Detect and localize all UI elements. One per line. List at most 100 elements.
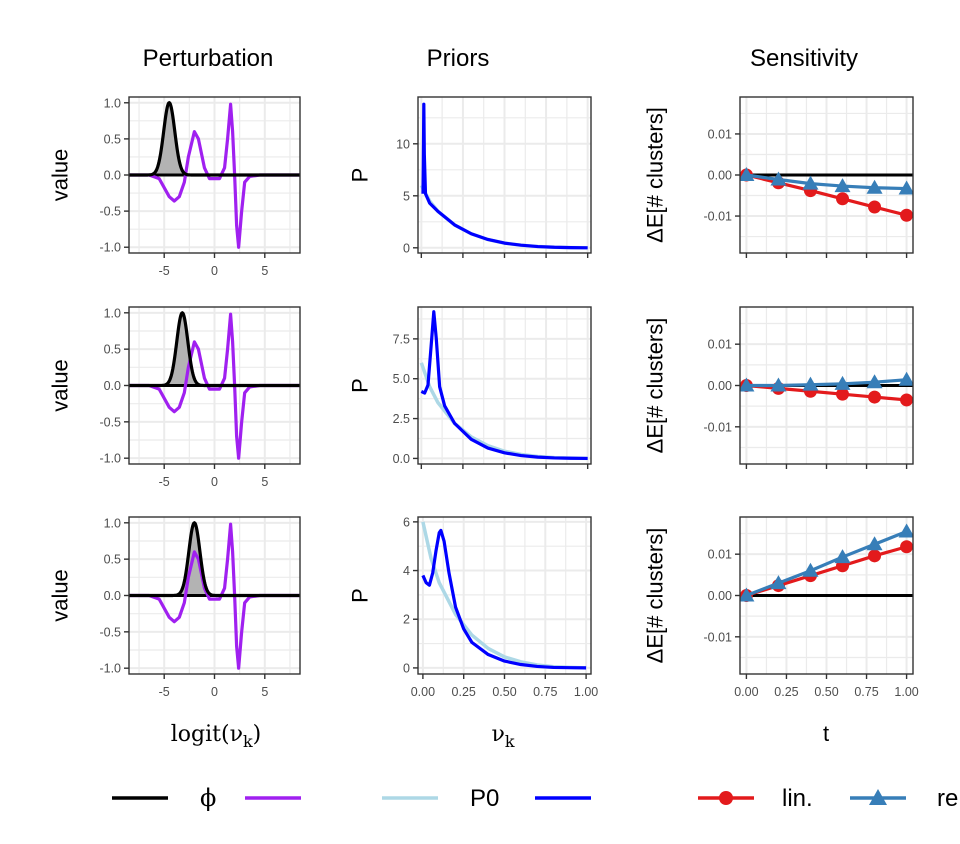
priors-panel-row-2: 0.0 2.5 5.0 7.5 P [348, 306, 592, 469]
y-tick-label: 0.00 [708, 169, 732, 183]
x-tick-label: -5 [159, 685, 170, 699]
y-tick-label: 0.0 [104, 589, 121, 603]
y-tick-label: 2 [403, 613, 410, 627]
series-line-refit [746, 378, 907, 388]
legend-marker-lin [719, 791, 733, 805]
plot-area [419, 102, 588, 250]
sensitivity-y-axis-title: ΔE[# clusters] [643, 528, 668, 664]
perturbed-prior-line [420, 310, 588, 461]
y-tick-label: 0.00 [708, 589, 732, 603]
y-tick-label: 0.01 [708, 548, 732, 562]
y-tick-label: 0.0 [393, 452, 410, 466]
x-tick-label: 1.00 [574, 685, 598, 699]
x-tick-label: -5 [159, 475, 170, 489]
point-refit [866, 179, 883, 194]
perturbation-panel-row-1: -1.0 -0.5 0.0 0.5 1.0 -5 0 5 value [48, 96, 301, 278]
y-tick-label: 1.0 [104, 516, 121, 530]
y-tick-label: -0.5 [99, 415, 121, 429]
priors-x-axis-title: νk [491, 722, 514, 751]
sensitivity-y-axis-title: ΔE[# clusters] [643, 318, 668, 454]
point-refit [770, 575, 787, 590]
perturbation-y-axis-title: value [48, 149, 73, 202]
y-tick-label: 1.0 [104, 96, 121, 110]
column-title-perturbation: Perturbation [143, 45, 274, 72]
series-line-refit [746, 173, 907, 191]
x-tick-label: 0 [211, 264, 218, 278]
point-refit [770, 171, 787, 186]
perturbation-panel-row-2: -1.0 -0.5 0.0 0.5 1.0 -5 0 5 value [48, 306, 301, 489]
column-title-sensitivity: Sensitivity [750, 45, 858, 72]
x-tick-label: 0.50 [492, 685, 516, 699]
x-tick-label: 0.25 [774, 685, 798, 699]
y-tick-label: 0.5 [104, 553, 121, 567]
y-tick-label: -0.01 [704, 210, 733, 224]
point-refit [802, 562, 819, 577]
point-lin [868, 390, 882, 404]
x-tick-label: 0.75 [533, 685, 557, 699]
x-tick-label: 1.00 [894, 685, 918, 699]
legend-label-phi: ϕ [200, 784, 216, 812]
perturbation-panel-row-3: -1.0 -0.5 0.0 0.5 1.0 -5 0 5 value [48, 516, 301, 699]
point-refit [802, 376, 819, 391]
plot-area [129, 100, 300, 249]
point-refit [898, 371, 913, 386]
priors-y-axis-title: P [348, 168, 373, 183]
perturbation-function-line [129, 522, 300, 670]
y-tick-label: -1.0 [99, 662, 121, 676]
priors-panel-row-1: 0 5 10 P [348, 96, 592, 258]
point-lin [900, 208, 913, 222]
x-tick-label: 0 [211, 475, 218, 489]
y-tick-label: -0.01 [704, 630, 733, 644]
plot-area [740, 371, 913, 407]
point-lin [900, 540, 913, 554]
plot-area [740, 167, 913, 222]
x-tick-label: 5 [261, 685, 268, 699]
point-refit [898, 180, 913, 195]
point-refit [834, 178, 851, 193]
perturbation-y-axis-title: value [48, 359, 73, 412]
plot-area [740, 523, 913, 602]
priors-panel-row-3: 0 2 4 6 0.00 0.25 0.50 0.75 1.00 P [348, 515, 599, 699]
point-refit [802, 175, 819, 190]
point-refit [834, 549, 851, 564]
legend-marker-refit [869, 789, 887, 805]
y-tick-label: 10 [396, 137, 410, 151]
y-tick-label: 1.0 [104, 306, 121, 320]
y-tick-label: -0.5 [99, 205, 121, 219]
x-tick-label: 0.50 [814, 685, 838, 699]
point-lin [868, 549, 882, 563]
plot-area [421, 521, 587, 670]
x-tick-label: 0 [211, 685, 218, 699]
point-refit [770, 377, 787, 392]
point-refit [740, 377, 755, 392]
y-tick-label: 0.5 [104, 132, 121, 146]
sensitivity-x-axis-title: t [823, 721, 829, 746]
sensitivity-y-axis-title: ΔE[# clusters] [643, 107, 668, 243]
point-lin [836, 387, 850, 401]
y-tick-label: 2.5 [393, 412, 410, 426]
perturbation-y-axis-title: value [48, 569, 73, 622]
y-tick-label: 4 [403, 564, 410, 578]
y-tick-label: 0.0 [104, 379, 121, 393]
plot-area [129, 520, 300, 670]
y-tick-label: 0 [403, 241, 410, 255]
y-tick-label: -0.5 [99, 625, 121, 639]
sensitivity-panel-row-2: -0.01 0.00 0.01 ΔE[# clusters] [643, 306, 914, 469]
x-tick-label: 5 [261, 264, 268, 278]
y-tick-label: 7.5 [393, 332, 410, 346]
perturbed-prior-line [421, 102, 588, 250]
plot-area [419, 310, 588, 461]
perturbation-x-axis-title: logit(νk) [171, 722, 262, 751]
panels: -1.0 -0.5 0.0 0.5 1.0 -5 0 5 value -1.0 -0.5 0.0 0.5… [48, 96, 919, 699]
perturbation-function-line [129, 312, 300, 460]
point-refit [740, 587, 755, 602]
sensitivity-panel-row-1: -0.01 0.00 0.01 ΔE[# clusters] [643, 96, 914, 258]
x-tick-label: 0.00 [734, 685, 758, 699]
point-refit [834, 375, 851, 390]
point-refit [866, 374, 883, 389]
sensitivity-panel-row-3: -0.01 0.00 0.01 0.00 0.25 0.50 0.75 1.00 ΔE[# cl… [643, 516, 919, 699]
plot-area [129, 310, 300, 460]
point-lin [900, 393, 913, 407]
legend-label-refit: re [937, 785, 958, 812]
